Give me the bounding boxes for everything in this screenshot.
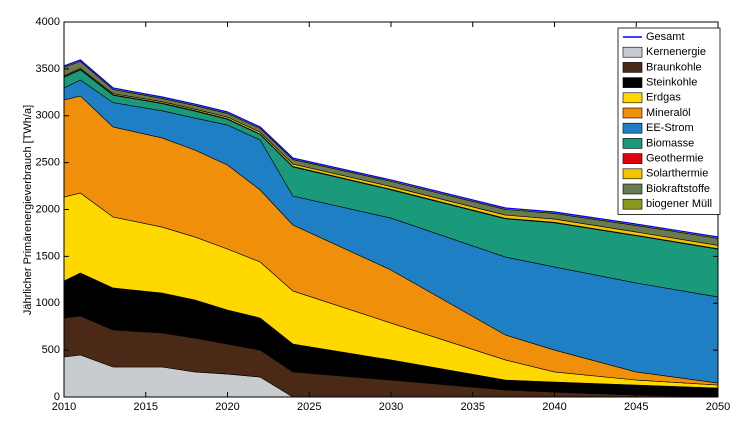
y-tick-label: 3500 <box>36 63 60 75</box>
y-axis-label: Jährlicher Primärenergieverbrauch [TWh/a… <box>22 105 34 315</box>
legend-label: Steinkohle <box>646 77 697 89</box>
x-tick-label: 2040 <box>542 401 566 413</box>
x-tick-label: 2050 <box>706 401 730 413</box>
legend-label: Kernenergie <box>646 46 706 58</box>
x-tick-label: 2010 <box>52 401 76 413</box>
x-tick-label: 2035 <box>461 401 485 413</box>
legend-label: Braunkohle <box>646 61 702 73</box>
legend-swatch <box>622 77 643 88</box>
legend-label: Biokraftstoffe <box>646 183 710 195</box>
y-tick-label: 500 <box>42 344 60 356</box>
x-tick-label: 2020 <box>215 401 239 413</box>
y-tick-label: 2000 <box>36 203 60 215</box>
x-tick-label: 2030 <box>379 401 403 413</box>
legend-swatch <box>622 138 643 149</box>
legend-label: biogener Müll <box>646 198 712 210</box>
legend-swatch <box>622 62 643 73</box>
legend-label: Mineralöl <box>646 107 691 119</box>
legend-swatch <box>622 153 643 164</box>
legend-swatch <box>622 168 643 180</box>
legend-swatch <box>622 92 643 104</box>
legend-label: Gesamt <box>646 31 685 43</box>
y-tick-label: 2500 <box>36 157 60 169</box>
x-tick-label: 2025 <box>297 401 321 413</box>
legend-swatch <box>622 198 643 210</box>
legend-label: Solarthermie <box>646 168 708 180</box>
y-tick-label: 3000 <box>36 110 60 122</box>
y-tick-label: 1000 <box>36 297 60 309</box>
y-tick-label: 1500 <box>36 250 60 262</box>
legend-swatch <box>622 122 643 134</box>
legend-swatch <box>622 46 643 58</box>
legend-label: Geothermie <box>646 153 703 165</box>
legend-swatch <box>622 183 643 195</box>
legend-swatch <box>622 107 643 119</box>
y-tick-label: 0 <box>54 391 60 403</box>
y-tick-label: 4000 <box>36 16 60 28</box>
legend-label: Biomasse <box>646 137 694 149</box>
legend-box <box>617 27 721 215</box>
total-line <box>63 59 719 238</box>
x-tick-label: 2045 <box>624 401 648 413</box>
legend-label: Erdgas <box>646 92 681 104</box>
legend: Gesamt Kernenergie Braunkohle Steinkohle Erd… <box>617 27 721 215</box>
x-tick-label: 2015 <box>134 401 158 413</box>
legend-label: EE-Strom <box>646 122 694 134</box>
